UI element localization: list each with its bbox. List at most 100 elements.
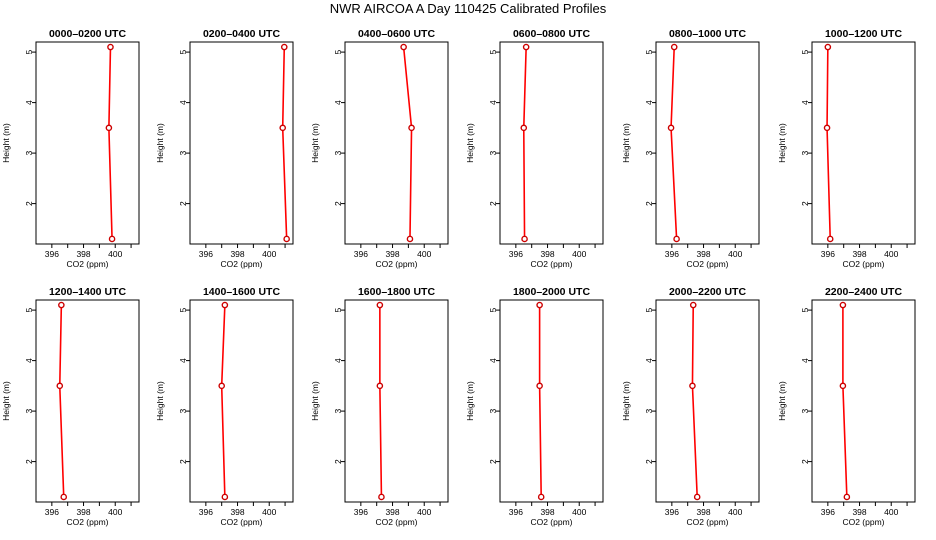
y-tick-label: 4 xyxy=(644,358,654,363)
y-tick-label: 4 xyxy=(178,358,188,363)
panel-title: 2000–2200 UTC xyxy=(669,286,746,298)
plot-frame xyxy=(811,41,916,245)
panel-title: 1400–1600 UTC xyxy=(203,286,280,298)
profile-panel: 0800–1000 UTC 396 398 400 2 3 4 5 CO2 (ppm) Heigh… xyxy=(621,28,760,269)
y-tick-label: 3 xyxy=(644,408,654,413)
data-point xyxy=(823,124,831,132)
x-axis-label: CO2 (ppm) xyxy=(220,259,262,269)
x-axis-label: CO2 (ppm) xyxy=(842,259,884,269)
y-axis-label: Height (m) xyxy=(465,381,475,421)
profile-panel: 0200–0400 UTC 396 398 400 2 3 4 5 CO2 (ppm) Heigh… xyxy=(155,28,294,269)
y-tick-label: 5 xyxy=(488,49,498,54)
data-point xyxy=(522,43,530,51)
data-point xyxy=(673,235,680,243)
data-point xyxy=(221,301,229,309)
panel-title: 0200–0400 UTC xyxy=(203,28,280,40)
y-axis-label: Height (m) xyxy=(777,381,787,421)
data-point xyxy=(283,235,290,243)
profile-panel: 1400–1600 UTC 396 398 400 2 3 4 5 CO2 (ppm) Heigh… xyxy=(155,286,294,527)
y-axis-label: Height (m) xyxy=(621,123,631,163)
plot-frame xyxy=(189,41,294,245)
y-tick-label: 2 xyxy=(644,201,654,206)
data-point xyxy=(667,124,675,132)
profile-panel: 1000–1200 UTC 396 398 400 2 3 4 5 CO2 (ppm) Heigh… xyxy=(777,28,916,269)
plot-frame xyxy=(499,41,604,245)
x-axis-label: CO2 (ppm) xyxy=(530,259,572,269)
plot-frame xyxy=(655,41,760,245)
y-tick-label: 4 xyxy=(333,358,343,363)
y-tick-label: 4 xyxy=(178,100,188,105)
data-point xyxy=(105,124,113,132)
x-tick-label: 396 xyxy=(821,249,835,259)
data-point xyxy=(376,382,384,390)
x-axis-label: CO2 (ppm) xyxy=(686,259,728,269)
data-point xyxy=(693,493,701,501)
y-tick-label: 3 xyxy=(333,150,343,155)
y-axis-label: Height (m) xyxy=(1,381,11,421)
y-tick-label: 2 xyxy=(333,201,343,206)
plot-frame xyxy=(499,299,604,503)
y-tick-label: 5 xyxy=(178,307,188,312)
x-tick-label: 398 xyxy=(696,249,710,259)
y-tick-label: 2 xyxy=(24,201,34,206)
data-point xyxy=(843,493,851,501)
x-tick-label: 400 xyxy=(572,507,586,517)
plot-frame xyxy=(35,41,140,245)
data-point xyxy=(536,382,543,390)
y-tick-label: 4 xyxy=(333,100,343,105)
x-tick-label: 398 xyxy=(76,249,90,259)
panel-title: 0800–1000 UTC xyxy=(669,28,746,40)
profile-panel: 0600–0800 UTC 396 398 400 2 3 4 5 CO2 (ppm) Heigh… xyxy=(465,28,604,269)
y-tick-label: 3 xyxy=(178,408,188,413)
x-tick-label: 396 xyxy=(45,507,59,517)
x-tick-label: 398 xyxy=(852,507,866,517)
y-tick-label: 5 xyxy=(488,307,498,312)
x-tick-label: 396 xyxy=(199,249,213,259)
x-tick-label: 396 xyxy=(665,507,679,517)
profile-panel: 1800–2000 UTC 396 398 400 2 3 4 5 CO2 (ppm) Heigh… xyxy=(465,286,604,527)
y-tick-label: 5 xyxy=(644,307,654,312)
data-point xyxy=(689,382,696,390)
y-tick-label: 5 xyxy=(333,49,343,54)
profile-panel: 1600–1800 UTC 396 398 400 2 3 4 5 CO2 (ppm) Heigh… xyxy=(310,286,449,527)
data-point xyxy=(280,43,288,51)
y-tick-label: 4 xyxy=(24,358,34,363)
data-point xyxy=(56,382,64,390)
plot-frame xyxy=(35,299,140,503)
y-axis-label: Height (m) xyxy=(155,381,165,421)
x-tick-label: 398 xyxy=(385,507,399,517)
x-axis-label: CO2 (ppm) xyxy=(375,517,417,527)
panel-title: 0400–0600 UTC xyxy=(358,28,435,40)
x-tick-label: 400 xyxy=(108,507,122,517)
profile-panel: 2200–2400 UTC 396 398 400 2 3 4 5 CO2 (ppm) Heigh… xyxy=(777,286,916,527)
profile-panel: 1200–1400 UTC 396 398 400 2 3 4 5 CO2 (ppm) Heigh… xyxy=(1,286,140,527)
profile-line xyxy=(220,305,226,497)
x-axis-label: CO2 (ppm) xyxy=(220,517,262,527)
y-tick-label: 5 xyxy=(800,49,810,54)
y-tick-label: 5 xyxy=(800,307,810,312)
x-tick-label: 400 xyxy=(572,249,586,259)
y-tick-label: 2 xyxy=(333,459,343,464)
x-tick-label: 398 xyxy=(540,249,554,259)
profile-line xyxy=(379,305,383,497)
data-point xyxy=(839,382,847,390)
x-tick-label: 396 xyxy=(665,249,679,259)
data-point xyxy=(826,235,834,243)
panel-title: 1800–2000 UTC xyxy=(513,286,590,298)
x-tick-label: 400 xyxy=(262,249,276,259)
y-tick-label: 4 xyxy=(24,100,34,105)
x-tick-label: 398 xyxy=(76,507,90,517)
y-axis-label: Height (m) xyxy=(1,123,11,163)
data-point xyxy=(60,493,68,501)
y-tick-label: 4 xyxy=(800,358,810,363)
profile-line xyxy=(58,305,65,497)
data-point xyxy=(408,124,415,132)
profile-line xyxy=(281,47,288,239)
data-point xyxy=(839,301,847,309)
data-point xyxy=(400,43,407,51)
y-tick-label: 5 xyxy=(644,49,654,54)
panel-title: 1600–1800 UTC xyxy=(358,286,435,298)
panel-title: 0000–0200 UTC xyxy=(49,28,126,40)
data-point xyxy=(670,43,678,51)
x-axis-label: CO2 (ppm) xyxy=(66,517,108,527)
